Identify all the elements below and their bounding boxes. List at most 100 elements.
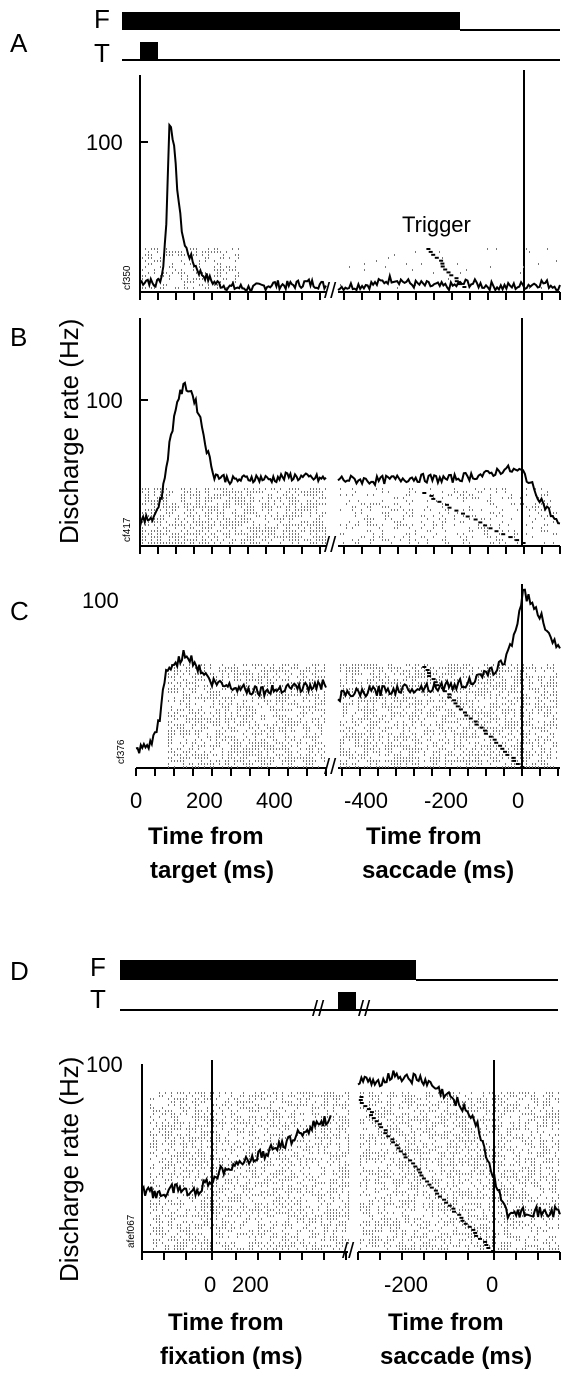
raster-spike xyxy=(192,1137,193,1139)
raster-spike xyxy=(228,703,229,705)
raster-spike xyxy=(333,1110,334,1112)
raster-spike xyxy=(321,1104,322,1106)
raster-spike xyxy=(322,527,323,529)
raster-spike xyxy=(412,715,413,717)
raster-spike xyxy=(349,754,350,756)
raster-spike xyxy=(415,533,416,535)
raster-spike xyxy=(252,1095,253,1097)
raster-spike xyxy=(448,512,449,514)
raster-spike xyxy=(397,497,398,499)
raster-spike xyxy=(345,1104,346,1106)
raster-spike xyxy=(550,733,551,735)
raster-spike xyxy=(243,739,244,741)
raster-spike xyxy=(300,1125,301,1127)
raster-spike xyxy=(427,730,428,732)
raster-spike xyxy=(556,712,557,714)
raster-spike xyxy=(436,670,437,672)
raster-spike xyxy=(237,1110,238,1112)
raster-spike xyxy=(385,266,386,268)
saccade-trigger-mark xyxy=(488,735,493,738)
raster-spike xyxy=(478,742,479,744)
raster-spike xyxy=(297,1107,298,1109)
raster-spike xyxy=(160,260,161,262)
raster-spike xyxy=(267,751,268,753)
raster-spike xyxy=(285,733,286,735)
raster-spike xyxy=(246,736,247,738)
raster-spike xyxy=(520,682,521,684)
raster-spike xyxy=(462,1116,463,1118)
raster-spike xyxy=(168,751,169,753)
raster-spike xyxy=(456,1119,457,1121)
raster-spike xyxy=(289,506,290,508)
raster-spike xyxy=(373,751,374,753)
raster-spike xyxy=(463,688,464,690)
raster-spike xyxy=(285,709,286,711)
raster-spike xyxy=(243,1122,244,1124)
raster-spike xyxy=(352,691,353,693)
raster-spike xyxy=(529,667,530,669)
raster-spike xyxy=(352,733,353,735)
raster-spike xyxy=(315,1131,316,1133)
raster-spike xyxy=(489,1110,490,1112)
raster-spike xyxy=(225,1122,226,1124)
raster-spike xyxy=(388,742,389,744)
raster-spike xyxy=(208,251,209,253)
raster-spike xyxy=(520,679,521,681)
raster-spike xyxy=(210,760,211,762)
raster-spike xyxy=(265,527,266,529)
raster-spike xyxy=(201,1095,202,1097)
raster-spike xyxy=(228,724,229,726)
saccade-trigger-mark xyxy=(501,533,506,536)
saccade-trigger-mark xyxy=(433,681,438,684)
raster-spike xyxy=(157,533,158,535)
raster-spike xyxy=(324,709,325,711)
raster-spike xyxy=(222,673,223,675)
raster-spike xyxy=(466,718,467,720)
raster-spike xyxy=(421,521,422,523)
raster-spike xyxy=(243,751,244,753)
raster-spike xyxy=(196,539,197,541)
raster-spike xyxy=(282,760,283,762)
raster-spike xyxy=(538,676,539,678)
raster-spike xyxy=(346,524,347,526)
raster-spike xyxy=(318,694,319,696)
raster-spike xyxy=(349,697,350,699)
raster-spike xyxy=(463,760,464,762)
raster-spike xyxy=(382,742,383,744)
raster-spike xyxy=(415,700,416,702)
raster-spike xyxy=(382,736,383,738)
raster-spike xyxy=(247,533,248,535)
raster-spike xyxy=(496,673,497,675)
raster-spike xyxy=(394,694,395,696)
raster-spike xyxy=(360,1122,361,1124)
raster-spike xyxy=(472,712,473,714)
raster-spike xyxy=(373,709,374,711)
raster-spike xyxy=(403,688,404,690)
raster-spike xyxy=(180,724,181,726)
raster-spike xyxy=(541,667,542,669)
raster-spike xyxy=(282,697,283,699)
raster-spike xyxy=(174,1119,175,1121)
raster-spike xyxy=(157,521,158,523)
raster-spike xyxy=(207,691,208,693)
x-tick-left-200: 200 xyxy=(186,788,223,813)
raster-spike xyxy=(267,745,268,747)
raster-spike xyxy=(168,715,169,717)
raster-spike xyxy=(198,1113,199,1115)
raster-spike xyxy=(243,748,244,750)
raster-spike xyxy=(258,679,259,681)
raster-spike xyxy=(487,530,488,532)
ticks-c xyxy=(135,768,559,776)
raster-spike xyxy=(340,748,341,750)
raster-spike xyxy=(487,754,488,756)
raster-spike xyxy=(202,539,203,541)
raster-spike xyxy=(403,745,404,747)
raster-spike xyxy=(214,533,215,535)
raster-spike xyxy=(291,1092,292,1094)
raster-spike xyxy=(198,766,199,768)
raster-spike xyxy=(213,1092,214,1094)
raster-spike xyxy=(361,512,362,514)
raster-spike xyxy=(285,664,286,666)
raster-spike xyxy=(207,733,208,735)
raster-spike xyxy=(213,1104,214,1106)
